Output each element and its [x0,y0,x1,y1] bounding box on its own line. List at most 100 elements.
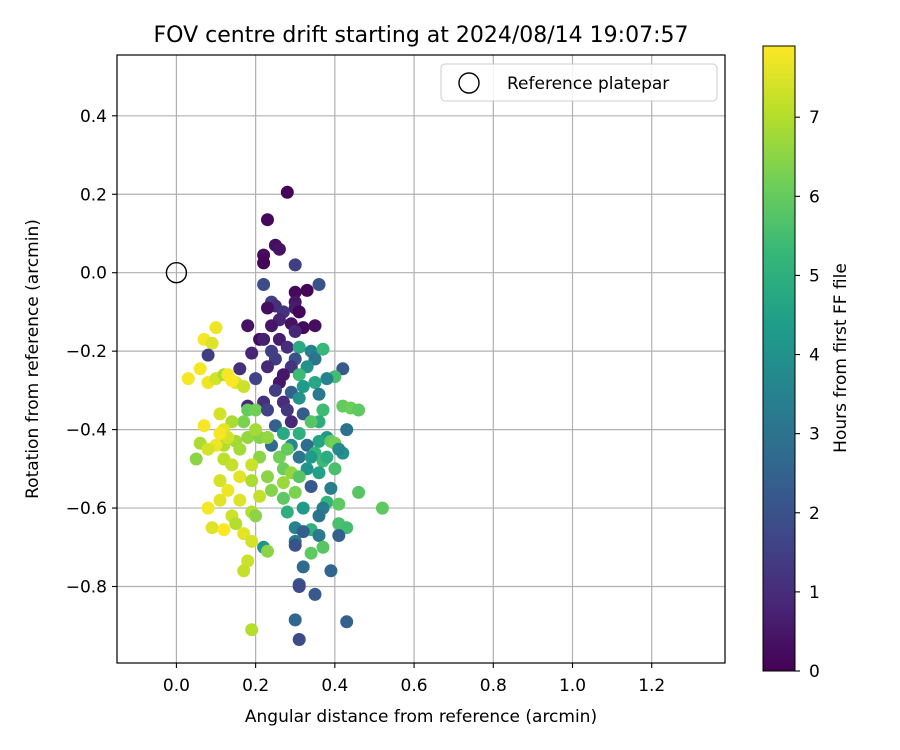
data-point [261,544,274,558]
x-tick-label: 1.2 [638,676,665,696]
x-tick-label: 0.8 [480,676,507,696]
data-point [249,372,263,386]
data-point [284,415,298,429]
y-axis-ticks: 0.4 0.2 0.0 −0.2 −0.4 −0.6 −0.8 [66,107,117,598]
data-point [257,278,271,291]
data-point [304,546,318,560]
data-point [292,391,306,405]
colorbar-tick-label: 0 [809,662,820,682]
data-point [249,509,263,523]
data-point [312,529,326,542]
data-point [261,360,274,374]
legend: Reference platepar [440,63,718,102]
data-point [261,403,274,417]
data-point [280,505,294,519]
data-point [233,493,247,507]
data-point [280,403,294,417]
data-point [201,501,215,515]
data-point [300,283,314,297]
x-tick-label: 1.0 [559,676,586,696]
data-point [300,360,314,374]
data-point [292,633,306,646]
data-point [296,407,310,421]
reference-marker [165,262,188,284]
data-point [233,470,247,484]
data-point [225,415,239,429]
data-point [288,613,302,627]
data-point [257,256,271,270]
data-point [296,501,310,515]
data-point [229,517,243,531]
data-point [324,564,338,578]
data-point [213,474,227,488]
data-point [280,340,294,354]
colorbar-tick-label: 1 [809,583,820,603]
chart-title: FOV centre drift starting at 2024/08/14 … [154,23,689,48]
data-point [288,485,302,499]
data-point [261,213,274,227]
data-point [316,342,330,356]
data-point [296,560,310,574]
data-point [217,523,231,537]
data-point [261,431,274,444]
data-point [249,423,263,437]
data-point [375,501,389,515]
data-point [261,470,274,484]
data-point [312,434,326,448]
data-point [268,383,282,397]
data-point [233,442,247,456]
data-point [213,427,227,440]
colorbar-label: Hours from first FF file [831,263,851,453]
y-tick-label: −0.6 [66,499,107,519]
y-axis-label: Rotation from reference (arcmin) [23,219,43,499]
data-point [201,442,215,456]
reference-platepar-point [165,262,188,284]
data-point [225,458,239,472]
data-point [324,481,338,495]
data-point [292,450,306,464]
data-point [288,325,302,338]
colorbar-ticks: 0 1 2 3 4 5 6 7 [795,108,820,682]
legend-box [440,63,718,102]
data-point [276,491,290,505]
data-point [245,346,259,360]
data-point [300,462,314,476]
data-point [253,489,267,503]
data-point [300,438,314,452]
data-point [209,321,223,335]
data-point [241,554,255,568]
data-point [272,242,286,256]
colorbar-tick-label: 6 [809,187,820,207]
data-point [308,587,322,601]
data-point [320,450,334,464]
x-tick-label: 0.4 [321,676,348,696]
data-point [304,450,318,464]
data-point [257,332,271,346]
data-point [288,258,302,272]
data-point [332,497,346,511]
data-point [201,348,215,362]
x-tick-label: 0.0 [163,676,190,696]
data-point [320,372,334,386]
y-tick-label: −0.2 [66,342,107,362]
data-point [340,423,354,437]
data-point [233,362,247,376]
data-point [213,493,227,507]
legend-reference-marker [458,72,480,94]
data-point [268,419,282,433]
y-tick-label: 0.0 [80,264,107,284]
data-point [237,380,251,393]
data-point [245,458,259,472]
data-point [253,450,267,464]
data-point [340,615,354,629]
colorbar-tick-label: 4 [809,346,820,366]
data-point [288,285,302,299]
data-point [205,336,219,350]
data-point [292,368,306,382]
data-point [308,352,322,366]
plot-frame [116,54,726,664]
data-point [265,319,278,333]
data-point [221,483,235,497]
